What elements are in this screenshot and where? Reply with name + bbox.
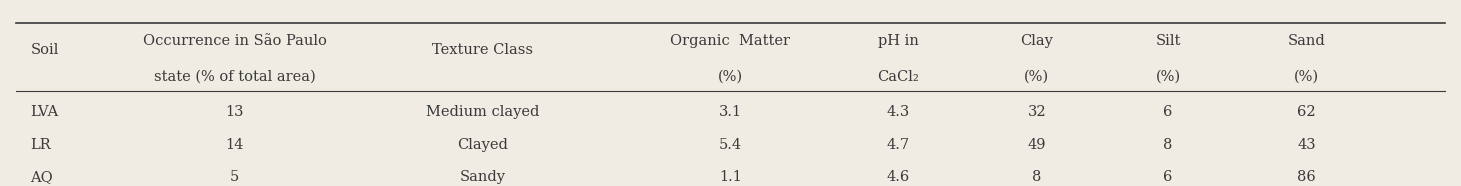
- Text: Texture Class: Texture Class: [432, 43, 533, 57]
- Text: 6: 6: [1163, 170, 1173, 184]
- Text: (%): (%): [1024, 70, 1049, 84]
- Text: 8: 8: [1031, 170, 1042, 184]
- Text: 43: 43: [1297, 138, 1316, 152]
- Text: state (% of total area): state (% of total area): [153, 70, 316, 84]
- Text: LVA: LVA: [31, 105, 58, 119]
- Text: 62: 62: [1297, 105, 1316, 119]
- Text: Organic  Matter: Organic Matter: [671, 34, 790, 48]
- Text: Silt: Silt: [1156, 34, 1180, 48]
- Text: AQ: AQ: [31, 170, 53, 184]
- Text: 4.7: 4.7: [887, 138, 910, 152]
- Text: pH in: pH in: [878, 34, 919, 48]
- Text: 32: 32: [1027, 105, 1046, 119]
- Text: Medium clayed: Medium clayed: [427, 105, 539, 119]
- Text: Occurrence in São Paulo: Occurrence in São Paulo: [143, 34, 327, 48]
- Text: Sand: Sand: [1287, 34, 1325, 48]
- Text: Soil: Soil: [31, 43, 58, 57]
- Text: Clayed: Clayed: [457, 138, 508, 152]
- Text: 86: 86: [1297, 170, 1316, 184]
- Text: 49: 49: [1027, 138, 1046, 152]
- Text: (%): (%): [717, 70, 744, 84]
- Text: (%): (%): [1156, 70, 1180, 84]
- Text: 5: 5: [229, 170, 240, 184]
- Text: (%): (%): [1294, 70, 1319, 84]
- Text: 8: 8: [1163, 138, 1173, 152]
- Text: 13: 13: [225, 105, 244, 119]
- Text: 5.4: 5.4: [719, 138, 742, 152]
- Text: Sandy: Sandy: [460, 170, 506, 184]
- Text: 1.1: 1.1: [719, 170, 742, 184]
- Text: LR: LR: [31, 138, 51, 152]
- Text: CaCl₂: CaCl₂: [877, 70, 919, 84]
- Text: Clay: Clay: [1020, 34, 1053, 48]
- Text: 3.1: 3.1: [719, 105, 742, 119]
- Text: 4.6: 4.6: [887, 170, 910, 184]
- Text: 6: 6: [1163, 105, 1173, 119]
- Text: 4.3: 4.3: [887, 105, 910, 119]
- Text: 14: 14: [225, 138, 244, 152]
